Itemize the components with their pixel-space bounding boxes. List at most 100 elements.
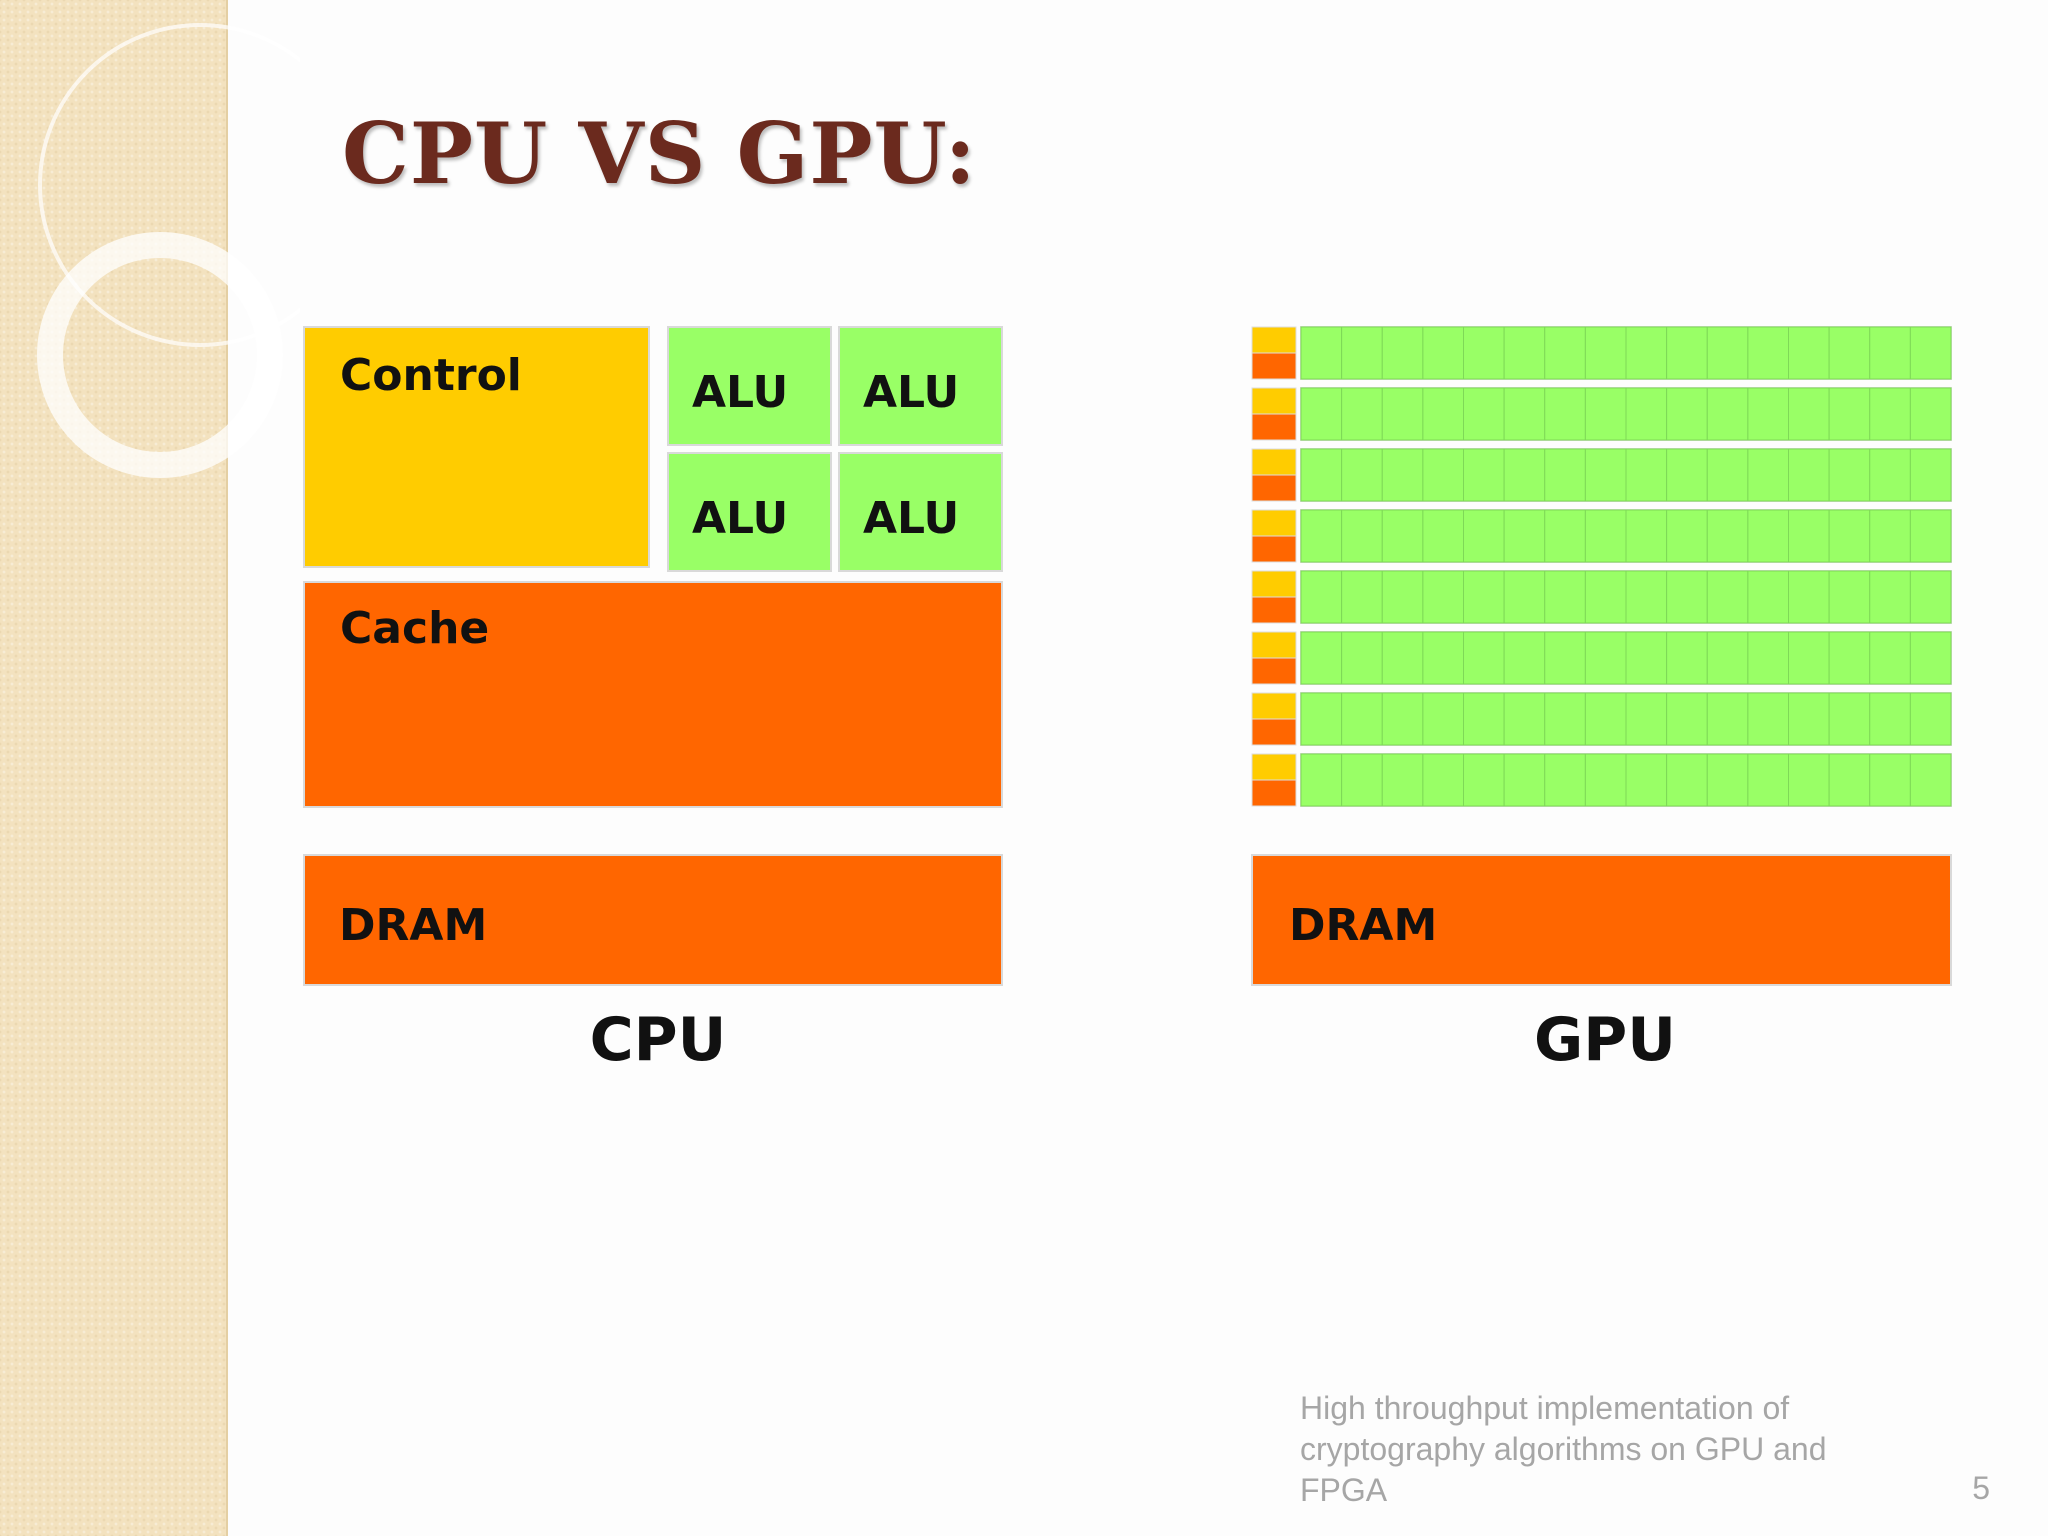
gpu-cache-unit <box>1251 779 1297 807</box>
gpu-core <box>1625 631 1668 685</box>
cpu-alu-label-2: ALU <box>863 367 959 418</box>
gpu-core <box>1584 753 1627 807</box>
gpu-core <box>1381 692 1424 746</box>
gpu-core <box>1584 570 1627 624</box>
gpu-core <box>1828 570 1871 624</box>
gpu-core <box>1584 631 1627 685</box>
decorative-ring-upper <box>38 23 300 347</box>
gpu-control-unit <box>1251 692 1297 720</box>
gpu-core <box>1828 753 1871 807</box>
gpu-cache-unit <box>1251 413 1297 441</box>
gpu-core <box>1341 326 1383 380</box>
gpu-cache-unit <box>1251 535 1297 563</box>
decorative-rings <box>37 23 300 478</box>
gpu-core <box>1706 753 1749 807</box>
gpu-core <box>1381 631 1424 685</box>
gpu-core <box>1666 326 1708 380</box>
decorative-ring-lower <box>37 232 283 478</box>
gpu-core <box>1463 692 1505 746</box>
gpu-core <box>1422 509 1464 563</box>
gpu-cache-unit <box>1251 657 1297 685</box>
gpu-core <box>1788 326 1830 380</box>
gpu-core <box>1341 509 1383 563</box>
gpu-core <box>1422 326 1464 380</box>
gpu-cache-unit <box>1251 596 1297 624</box>
cpu-alu-block-3 <box>667 452 832 572</box>
gpu-core <box>1341 631 1383 685</box>
gpu-core <box>1747 509 1789 563</box>
cpu-control-label: Control <box>340 350 522 401</box>
gpu-core <box>1909 387 1952 441</box>
gpu-core <box>1747 387 1789 441</box>
gpu-core <box>1747 326 1789 380</box>
cpu-dram-label: DRAM <box>339 900 487 951</box>
cpu-alu-label-3: ALU <box>692 493 788 544</box>
gpu-core <box>1584 326 1627 380</box>
gpu-core <box>1300 387 1343 441</box>
gpu-core <box>1869 448 1911 502</box>
gpu-core <box>1747 448 1789 502</box>
gpu-core <box>1706 570 1749 624</box>
gpu-core <box>1625 692 1668 746</box>
gpu-core <box>1706 326 1749 380</box>
cpu-alu-label-1: ALU <box>692 367 788 418</box>
gpu-core <box>1341 570 1383 624</box>
gpu-cache-unit <box>1251 718 1297 746</box>
gpu-core <box>1300 326 1343 380</box>
gpu-core <box>1909 631 1952 685</box>
gpu-core <box>1503 448 1546 502</box>
gpu-core <box>1544 387 1586 441</box>
gpu-core <box>1544 631 1586 685</box>
gpu-core <box>1747 753 1789 807</box>
cpu-alu-block-4 <box>838 452 1003 572</box>
gpu-core <box>1666 448 1708 502</box>
gpu-dram-block <box>1251 854 1952 986</box>
gpu-core <box>1747 692 1789 746</box>
gpu-diagram: DRAM GPU <box>1251 326 1952 1075</box>
gpu-core <box>1788 631 1830 685</box>
gpu-core <box>1463 509 1505 563</box>
gpu-core <box>1625 387 1668 441</box>
gpu-core <box>1625 509 1668 563</box>
gpu-core <box>1584 509 1627 563</box>
gpu-core <box>1625 753 1668 807</box>
gpu-core <box>1341 692 1383 746</box>
gpu-core <box>1828 448 1871 502</box>
gpu-core <box>1584 387 1627 441</box>
gpu-core <box>1869 326 1911 380</box>
gpu-core <box>1869 387 1911 441</box>
gpu-core <box>1584 448 1627 502</box>
gpu-core <box>1544 509 1586 563</box>
gpu-core <box>1422 570 1464 624</box>
gpu-core <box>1503 753 1546 807</box>
gpu-core <box>1706 448 1749 502</box>
gpu-core <box>1706 692 1749 746</box>
gpu-core <box>1909 509 1952 563</box>
gpu-core <box>1503 509 1546 563</box>
gpu-core <box>1788 448 1830 502</box>
slide-title: CPU VS GPU: <box>342 104 977 203</box>
gpu-control-unit <box>1251 570 1297 598</box>
gpu-core <box>1584 692 1627 746</box>
cpu-control-block <box>303 326 650 568</box>
gpu-core <box>1381 387 1424 441</box>
cpu-cache-label: Cache <box>340 603 489 654</box>
gpu-core <box>1544 753 1586 807</box>
gpu-core <box>1909 448 1952 502</box>
gpu-core <box>1463 326 1505 380</box>
gpu-core <box>1909 753 1952 807</box>
page-number: 5 <box>1972 1470 1990 1506</box>
gpu-core <box>1828 692 1871 746</box>
gpu-core <box>1544 570 1586 624</box>
gpu-core <box>1463 387 1505 441</box>
gpu-core <box>1666 387 1708 441</box>
gpu-core <box>1341 448 1383 502</box>
gpu-core <box>1463 570 1505 624</box>
cpu-alu-label-4: ALU <box>863 493 959 544</box>
gpu-caption: GPU <box>1534 1005 1676 1075</box>
gpu-core <box>1463 631 1505 685</box>
gpu-core <box>1706 509 1749 563</box>
gpu-core <box>1666 631 1708 685</box>
footer-note: High throughput implementation of crypto… <box>1300 1390 1827 1508</box>
